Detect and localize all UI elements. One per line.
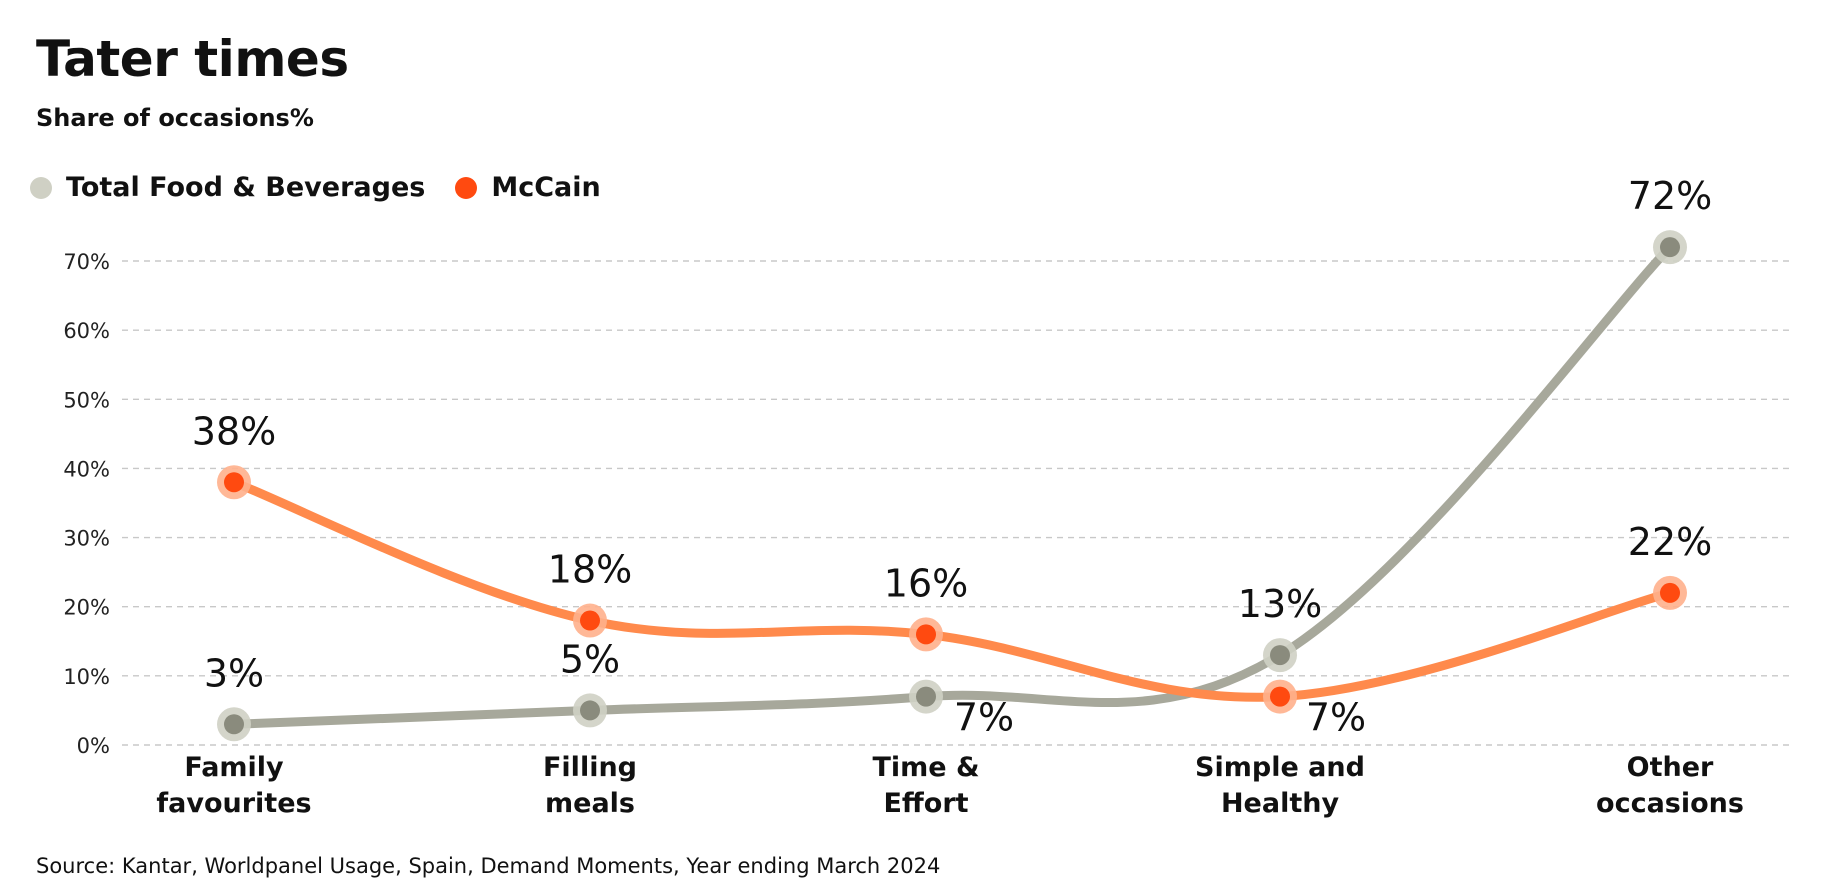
data-label: 72% [1628, 174, 1712, 218]
data-point [224, 714, 244, 735]
y-tick-label: 10% [63, 665, 110, 689]
data-point [1660, 237, 1680, 258]
x-tick-label: Filling meals [543, 752, 637, 819]
data-label: 38% [192, 409, 276, 453]
chart-subtitle: Share of occasions% [36, 104, 314, 132]
data-label: 7% [954, 696, 1014, 740]
series-line [229, 242, 1675, 729]
data-label: 5% [560, 637, 620, 681]
y-tick-label: 60% [63, 319, 110, 343]
y-tick-label: 40% [63, 457, 110, 481]
data-label: 13% [1238, 582, 1322, 626]
y-tick-label: 50% [63, 388, 110, 412]
y-tick-label: 20% [63, 596, 110, 620]
data-point [580, 610, 600, 631]
x-tick-label: Family favourites [156, 752, 311, 819]
data-label: 16% [884, 561, 968, 605]
data-label: 7% [1306, 696, 1366, 740]
chart-title: Tater times [36, 30, 349, 88]
y-tick-label: 70% [63, 250, 110, 274]
legend-swatch-mccain [455, 176, 478, 199]
legend-label-mccain: McCain [491, 172, 601, 203]
legend-label-total: Total Food & Beverages [66, 172, 426, 203]
data-point [1270, 686, 1290, 707]
data-label: 3% [204, 651, 264, 695]
legend-swatch-total [30, 176, 52, 199]
data-point [916, 686, 936, 707]
legend-item-mccain: McCain [455, 172, 601, 203]
x-tick-label: Time & Effort [872, 752, 979, 819]
legend-item-total: Total Food & Beverages [30, 172, 425, 203]
y-tick-label: 30% [63, 527, 110, 551]
data-point [1270, 645, 1290, 666]
data-point [224, 472, 244, 493]
data-point [580, 700, 600, 721]
x-tick-label: Simple and Healthy [1195, 752, 1365, 819]
data-point [1660, 582, 1680, 603]
x-tick-label: Other occasions [1596, 752, 1744, 819]
data-point [916, 624, 936, 645]
source-note: Source: Kantar, Worldpanel Usage, Spain,… [36, 854, 941, 878]
data-label: 18% [548, 548, 632, 592]
data-label: 22% [1628, 520, 1712, 564]
y-tick-label: 0% [77, 734, 110, 758]
legend: Total Food & Beverages McCain [30, 172, 631, 203]
